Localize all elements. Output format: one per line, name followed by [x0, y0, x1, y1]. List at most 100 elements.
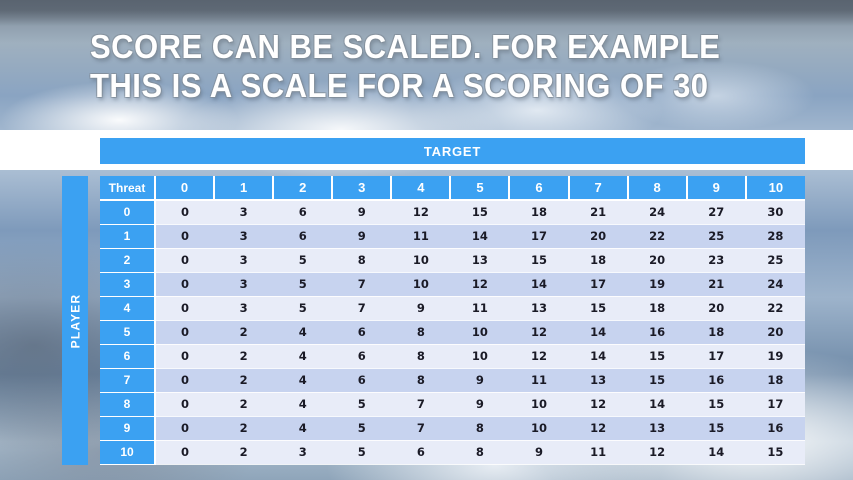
score-cell: 8 [450, 416, 510, 441]
score-cell: 6 [273, 224, 333, 249]
score-cell: 6 [273, 200, 333, 225]
score-cell: 0 [155, 416, 215, 441]
score-cell: 25 [745, 248, 805, 273]
score-cell: 17 [745, 392, 805, 417]
score-cell: 12 [450, 272, 510, 297]
player-label: PLAYER [68, 293, 82, 348]
score-cell: 21 [568, 200, 628, 225]
score-cell: 10 [391, 248, 451, 273]
score-cell: 24 [627, 200, 687, 225]
score-cell: 14 [568, 344, 628, 369]
table-row: 2 0 3 5 8 10 13 15 18 20 23 25 [100, 248, 805, 273]
threat-row-header: 9 [100, 416, 156, 441]
score-cell: 4 [273, 368, 333, 393]
score-cell: 17 [568, 272, 628, 297]
threat-row-header: 1 [100, 224, 156, 249]
score-cell: 9 [332, 224, 392, 249]
score-cell: 19 [627, 272, 687, 297]
target-col-header: 0 [155, 176, 216, 201]
score-cell: 24 [745, 272, 805, 297]
score-cell: 21 [686, 272, 746, 297]
table-row: 6 0 2 4 6 8 10 12 14 15 17 19 [100, 344, 805, 369]
threat-row-header: 10 [100, 440, 156, 465]
target-col-header: 10 [745, 176, 805, 201]
score-cell: 20 [568, 224, 628, 249]
threat-row-header: 3 [100, 272, 156, 297]
score-cell: 15 [509, 248, 569, 273]
target-col-header: 4 [391, 176, 452, 201]
score-cell: 9 [509, 440, 569, 465]
score-cell: 4 [273, 392, 333, 417]
target-col-header: 7 [568, 176, 629, 201]
score-cell: 13 [450, 248, 510, 273]
score-cell: 6 [332, 368, 392, 393]
slide-title: SCORE CAN BE SCALED. FOR EXAMPLE THIS IS… [90, 28, 720, 106]
score-cell: 6 [332, 344, 392, 369]
score-cell: 14 [686, 440, 746, 465]
score-cell: 0 [155, 440, 215, 465]
score-cell: 0 [155, 296, 215, 321]
table-row: 3 0 3 5 7 10 12 14 17 19 21 24 [100, 272, 805, 297]
score-cell: 0 [155, 368, 215, 393]
threat-row-header: 4 [100, 296, 156, 321]
score-cell: 4 [273, 344, 333, 369]
score-cell: 4 [273, 416, 333, 441]
score-cell: 8 [391, 344, 451, 369]
score-cell: 15 [568, 296, 628, 321]
score-cell: 15 [627, 368, 687, 393]
score-cell: 2 [214, 344, 274, 369]
score-cell: 2 [214, 440, 274, 465]
score-cell: 23 [686, 248, 746, 273]
score-cell: 16 [686, 368, 746, 393]
score-cell: 12 [568, 416, 628, 441]
target-col-header: 3 [332, 176, 393, 201]
score-cell: 8 [391, 320, 451, 345]
score-cell: 12 [568, 392, 628, 417]
title-line-2: THIS IS A SCALE FOR A SCORING OF 30 [90, 66, 709, 104]
score-cell: 2 [214, 392, 274, 417]
score-cell: 2 [214, 320, 274, 345]
score-cell: 7 [391, 392, 451, 417]
target-col-header: 8 [627, 176, 688, 201]
score-table: Threat 0 1 2 3 4 5 6 7 8 9 10 0 0 3 6 9 12 15 18 21 24 27 30 1… [100, 176, 805, 465]
score-cell: 7 [391, 416, 451, 441]
threat-row-header: 8 [100, 392, 156, 417]
score-cell: 3 [214, 248, 274, 273]
score-cell: 12 [391, 200, 451, 225]
score-cell: 6 [391, 440, 451, 465]
threat-header-row: Threat 0 1 2 3 4 5 6 7 8 9 10 [100, 176, 805, 201]
threat-row-header: 7 [100, 368, 156, 393]
table-row: 10 0 2 3 5 6 8 9 11 12 14 15 [100, 440, 805, 465]
target-label: TARGET [423, 143, 482, 159]
score-cell: 10 [391, 272, 451, 297]
score-cell: 17 [509, 224, 569, 249]
score-cell: 0 [155, 320, 215, 345]
table-row: 5 0 2 4 6 8 10 12 14 16 18 20 [100, 320, 805, 345]
table-row: 4 0 3 5 7 9 11 13 15 18 20 22 [100, 296, 805, 321]
score-cell: 18 [627, 296, 687, 321]
target-col-header: 5 [450, 176, 511, 201]
score-cell: 11 [568, 440, 628, 465]
score-cell: 10 [509, 392, 569, 417]
score-cell: 18 [568, 248, 628, 273]
score-cell: 5 [273, 296, 333, 321]
score-cell: 0 [155, 272, 215, 297]
score-cell: 0 [155, 248, 215, 273]
target-col-header: 2 [273, 176, 334, 201]
score-cell: 2 [214, 368, 274, 393]
score-cell: 16 [627, 320, 687, 345]
score-cell: 3 [214, 224, 274, 249]
score-cell: 9 [332, 200, 392, 225]
threat-row-header: 5 [100, 320, 156, 345]
score-cell: 2 [214, 416, 274, 441]
score-cell: 7 [332, 296, 392, 321]
threat-row-header: 6 [100, 344, 156, 369]
score-cell: 16 [745, 416, 805, 441]
score-cell: 20 [627, 248, 687, 273]
score-table-head: Threat 0 1 2 3 4 5 6 7 8 9 10 [100, 176, 805, 201]
score-cell: 18 [686, 320, 746, 345]
score-cell: 14 [509, 272, 569, 297]
score-cell: 17 [686, 344, 746, 369]
table-row: 0 0 3 6 9 12 15 18 21 24 27 30 [100, 200, 805, 225]
score-cell: 22 [745, 296, 805, 321]
